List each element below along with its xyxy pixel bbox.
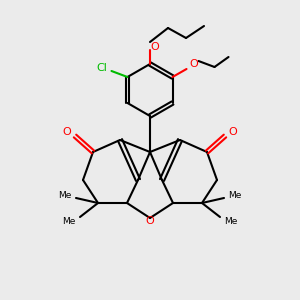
Text: Me: Me [58, 191, 72, 200]
Text: Me: Me [62, 217, 76, 226]
Text: O: O [229, 127, 237, 137]
Text: Me: Me [224, 217, 238, 226]
Text: O: O [146, 216, 154, 226]
Text: Me: Me [228, 191, 242, 200]
Text: Cl: Cl [96, 63, 107, 73]
Text: O: O [63, 127, 71, 137]
Text: O: O [151, 42, 159, 52]
Text: O: O [189, 59, 198, 69]
